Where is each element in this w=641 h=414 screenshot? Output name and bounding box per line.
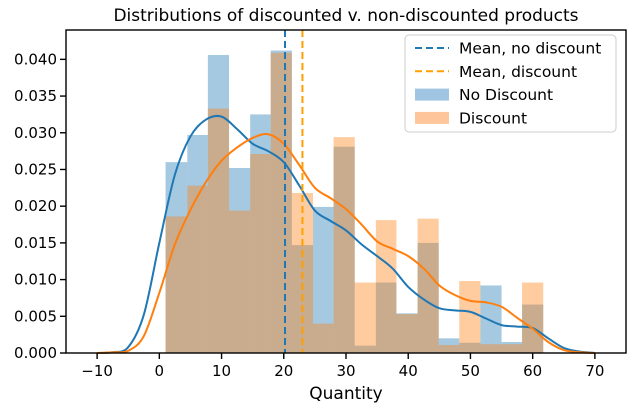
no-discount-hist-bar xyxy=(270,50,292,354)
y-tick-label: 0.030 xyxy=(14,124,57,142)
no-discount-kde-line xyxy=(97,114,595,354)
legend: Mean, no discount Mean, discount No Discou… xyxy=(404,34,617,133)
y-tick-label: 0.035 xyxy=(14,87,57,105)
x-tick-label: 50 xyxy=(461,362,480,380)
legend-mean-discount-label: Mean, discount xyxy=(459,63,577,81)
no-discount-hist-bar xyxy=(313,206,334,353)
discount-hist-bar xyxy=(229,210,251,353)
x-tick-label: 40 xyxy=(399,362,418,380)
x-tick-label: 70 xyxy=(585,362,604,380)
no-discount-hist-bar xyxy=(438,338,460,353)
no-discount-hist-bar xyxy=(250,114,271,353)
plot-area: −10 0 10 20 30 40 50 60 70 0.000 0.005 0.010 0.015 0.… xyxy=(14,29,627,380)
no-discount-hist-bar xyxy=(333,146,355,353)
discount-hist-bar xyxy=(417,218,439,353)
discount-hist-bar xyxy=(459,281,481,353)
discount-hist-bar xyxy=(375,220,397,353)
y-tick-label: 0.000 xyxy=(14,344,57,362)
discount-hist-bar xyxy=(187,185,208,353)
discount-hist-bar xyxy=(438,344,460,353)
discount-hist-bar xyxy=(396,314,418,353)
discount-hist-bar xyxy=(480,344,502,353)
no-discount-hist-bar xyxy=(501,341,523,353)
no-discount-hist-bar xyxy=(396,313,418,353)
legend-no-discount-label: No Discount xyxy=(459,86,553,104)
discount-hist-bar xyxy=(270,52,292,353)
no-discount-hist-bar xyxy=(480,285,502,353)
y-tick-label: 0.020 xyxy=(14,197,57,215)
legend-no-discount-swatch xyxy=(415,88,449,101)
x-axis-label: Quantity xyxy=(309,384,382,404)
no-discount-hist-bar xyxy=(375,282,397,353)
no-discount-hist-bar xyxy=(229,168,251,353)
x-tick-label: 30 xyxy=(336,362,355,380)
discount-hist-bar xyxy=(165,216,188,353)
no-discount-hist-bar xyxy=(354,345,376,353)
x-tick-label: 0 xyxy=(155,362,165,380)
discount-kde-line xyxy=(97,133,595,354)
legend-box xyxy=(404,34,617,133)
x-tick-label: 60 xyxy=(523,362,542,380)
y-tick-label: 0.025 xyxy=(14,160,57,178)
chart-title: Distributions of discounted v. non-disco… xyxy=(113,6,578,26)
legend-mean-no-discount-label: Mean, no discount xyxy=(459,40,601,58)
no-discount-hist-bar xyxy=(417,242,439,353)
y-tick-label: 0.010 xyxy=(14,271,57,289)
legend-discount-swatch xyxy=(415,111,449,124)
x-tick-label: 20 xyxy=(274,362,293,380)
legend-discount-label: Discount xyxy=(459,109,527,127)
y-tick-label: 0.015 xyxy=(14,234,57,252)
discount-hist-bar xyxy=(522,282,544,353)
discount-hist-bar xyxy=(313,323,334,353)
x-tick-label: 10 xyxy=(212,362,231,380)
no-discount-hist-bar xyxy=(207,54,230,354)
discount-hist-bar xyxy=(333,137,355,353)
x-tick-label: −10 xyxy=(81,362,113,380)
discount-hist-bar xyxy=(501,344,523,353)
y-tick-label: 0.040 xyxy=(14,50,57,68)
discount-hist-bar xyxy=(354,282,376,353)
no-discount-hist-bar xyxy=(165,162,188,353)
discount-hist-bar xyxy=(250,154,271,353)
no-discount-hist-bar xyxy=(459,342,481,353)
y-tick-label: 0.005 xyxy=(14,307,57,325)
no-discount-hist-bar xyxy=(187,134,208,353)
discount-hist-bar xyxy=(207,108,230,353)
